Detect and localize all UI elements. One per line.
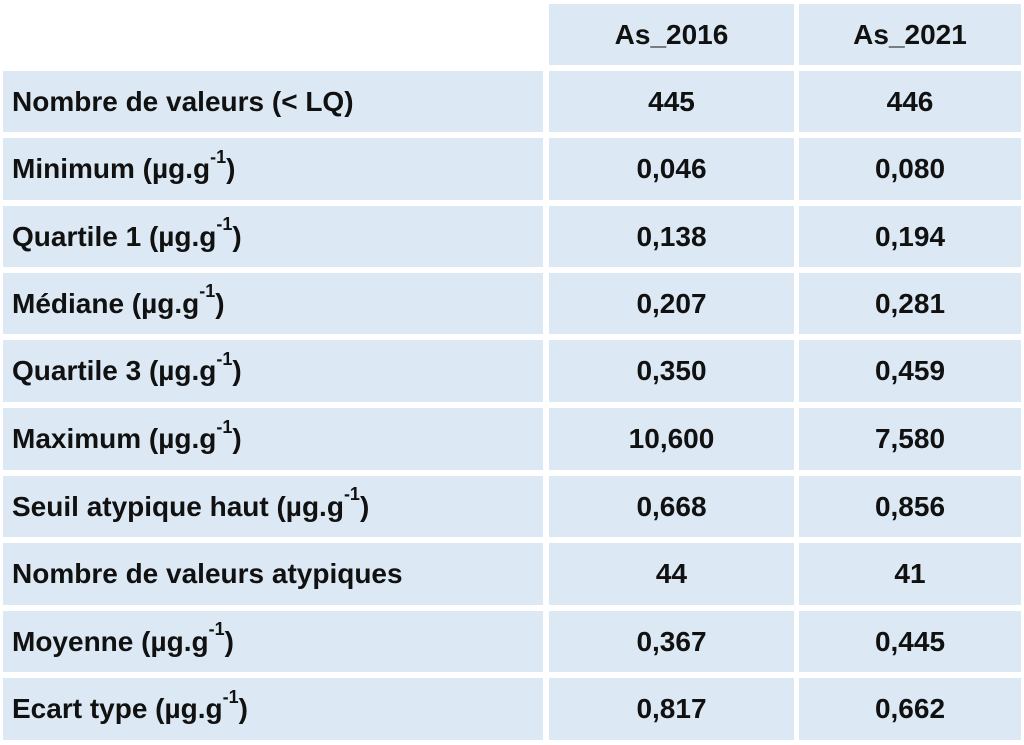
table-cell: 445 <box>549 71 794 132</box>
row-label-suffix: ) <box>232 220 242 252</box>
row-label-text: Maximum (µg.g <box>12 423 217 454</box>
row-label-seuil-atypique-haut: Seuil atypique haut (µg.g -1) <box>3 476 543 537</box>
row-label-nombre-atypiques: Nombre de valeurs atypiques <box>3 543 543 605</box>
column-header-as-2021: As_2021 <box>799 4 1021 65</box>
unit-exponent: -1 <box>199 281 216 301</box>
row-label-text: Médiane (µg.g <box>12 287 200 319</box>
row-label-mediane: Médiane (µg.g -1) <box>3 273 543 334</box>
row-label-text: Quartile 3 (µg.g <box>12 355 217 386</box>
row-label-minimum: Minimum (µg.g -1) <box>3 138 543 200</box>
row-label-text: Nombre de valeurs (< LQ) <box>12 85 354 117</box>
row-label-suffix: ) <box>226 153 236 184</box>
row-label-text: Seuil atypique haut (µg.g <box>12 490 344 522</box>
table-cell: 0,856 <box>799 476 1021 537</box>
row-label-quartile-3: Quartile 3 (µg.g -1) <box>3 340 543 402</box>
table-cell: 446 <box>799 71 1021 132</box>
unit-exponent: -1 <box>216 214 233 234</box>
row-label-suffix: ) <box>359 490 370 522</box>
table-cell: 0,281 <box>799 273 1021 334</box>
table-cell: 10,600 <box>549 408 794 470</box>
unit-exponent: -1 <box>210 146 227 167</box>
unit-exponent: -1 <box>216 348 233 369</box>
row-label-text: Ecart type (µg.g <box>12 693 223 724</box>
table-cell: 0,194 <box>799 206 1021 267</box>
unit-exponent: -1 <box>216 416 233 437</box>
row-label-text: Nombre de valeurs atypiques <box>12 558 403 589</box>
table-cell: 0,459 <box>799 340 1021 402</box>
table-cell: 0,817 <box>549 678 794 740</box>
unit-exponent: -1 <box>222 686 239 707</box>
table-cell: 0,046 <box>549 138 794 200</box>
row-label-maximum: Maximum (µg.g -1) <box>3 408 543 470</box>
unit-exponent: -1 <box>343 484 360 504</box>
row-label-moyenne: Moyenne (µg.g -1) <box>3 611 543 672</box>
row-label-nombre-valeurs: Nombre de valeurs (< LQ) <box>3 71 543 132</box>
table-cell: 7,580 <box>799 408 1021 470</box>
table-cell: 44 <box>549 543 794 605</box>
table-cell: 0,662 <box>799 678 1021 740</box>
table-cell: 0,668 <box>549 476 794 537</box>
table-cell: 0,138 <box>549 206 794 267</box>
row-label-suffix: ) <box>232 423 242 454</box>
row-label-text: Minimum (µg.g <box>12 153 211 184</box>
table-cell: 0,080 <box>799 138 1021 200</box>
table-cell: 0,445 <box>799 611 1021 672</box>
row-label-suffix: ) <box>224 625 234 657</box>
row-label-ecart-type: Ecart type (µg.g -1) <box>3 678 543 740</box>
row-label-quartile-1: Quartile 1 (µg.g -1) <box>3 206 543 267</box>
unit-exponent: -1 <box>208 619 225 639</box>
column-header-as-2016: As_2016 <box>549 4 794 65</box>
row-label-suffix: ) <box>232 355 242 386</box>
table-cell: 41 <box>799 543 1021 605</box>
row-label-suffix: ) <box>238 693 248 724</box>
row-label-text: Quartile 1 (µg.g <box>12 220 217 252</box>
row-label-text: Moyenne (µg.g <box>12 625 209 657</box>
table-cell: 0,367 <box>549 611 794 672</box>
table-cell: 0,350 <box>549 340 794 402</box>
table-cell: 0,207 <box>549 273 794 334</box>
row-label-suffix: ) <box>215 287 225 319</box>
